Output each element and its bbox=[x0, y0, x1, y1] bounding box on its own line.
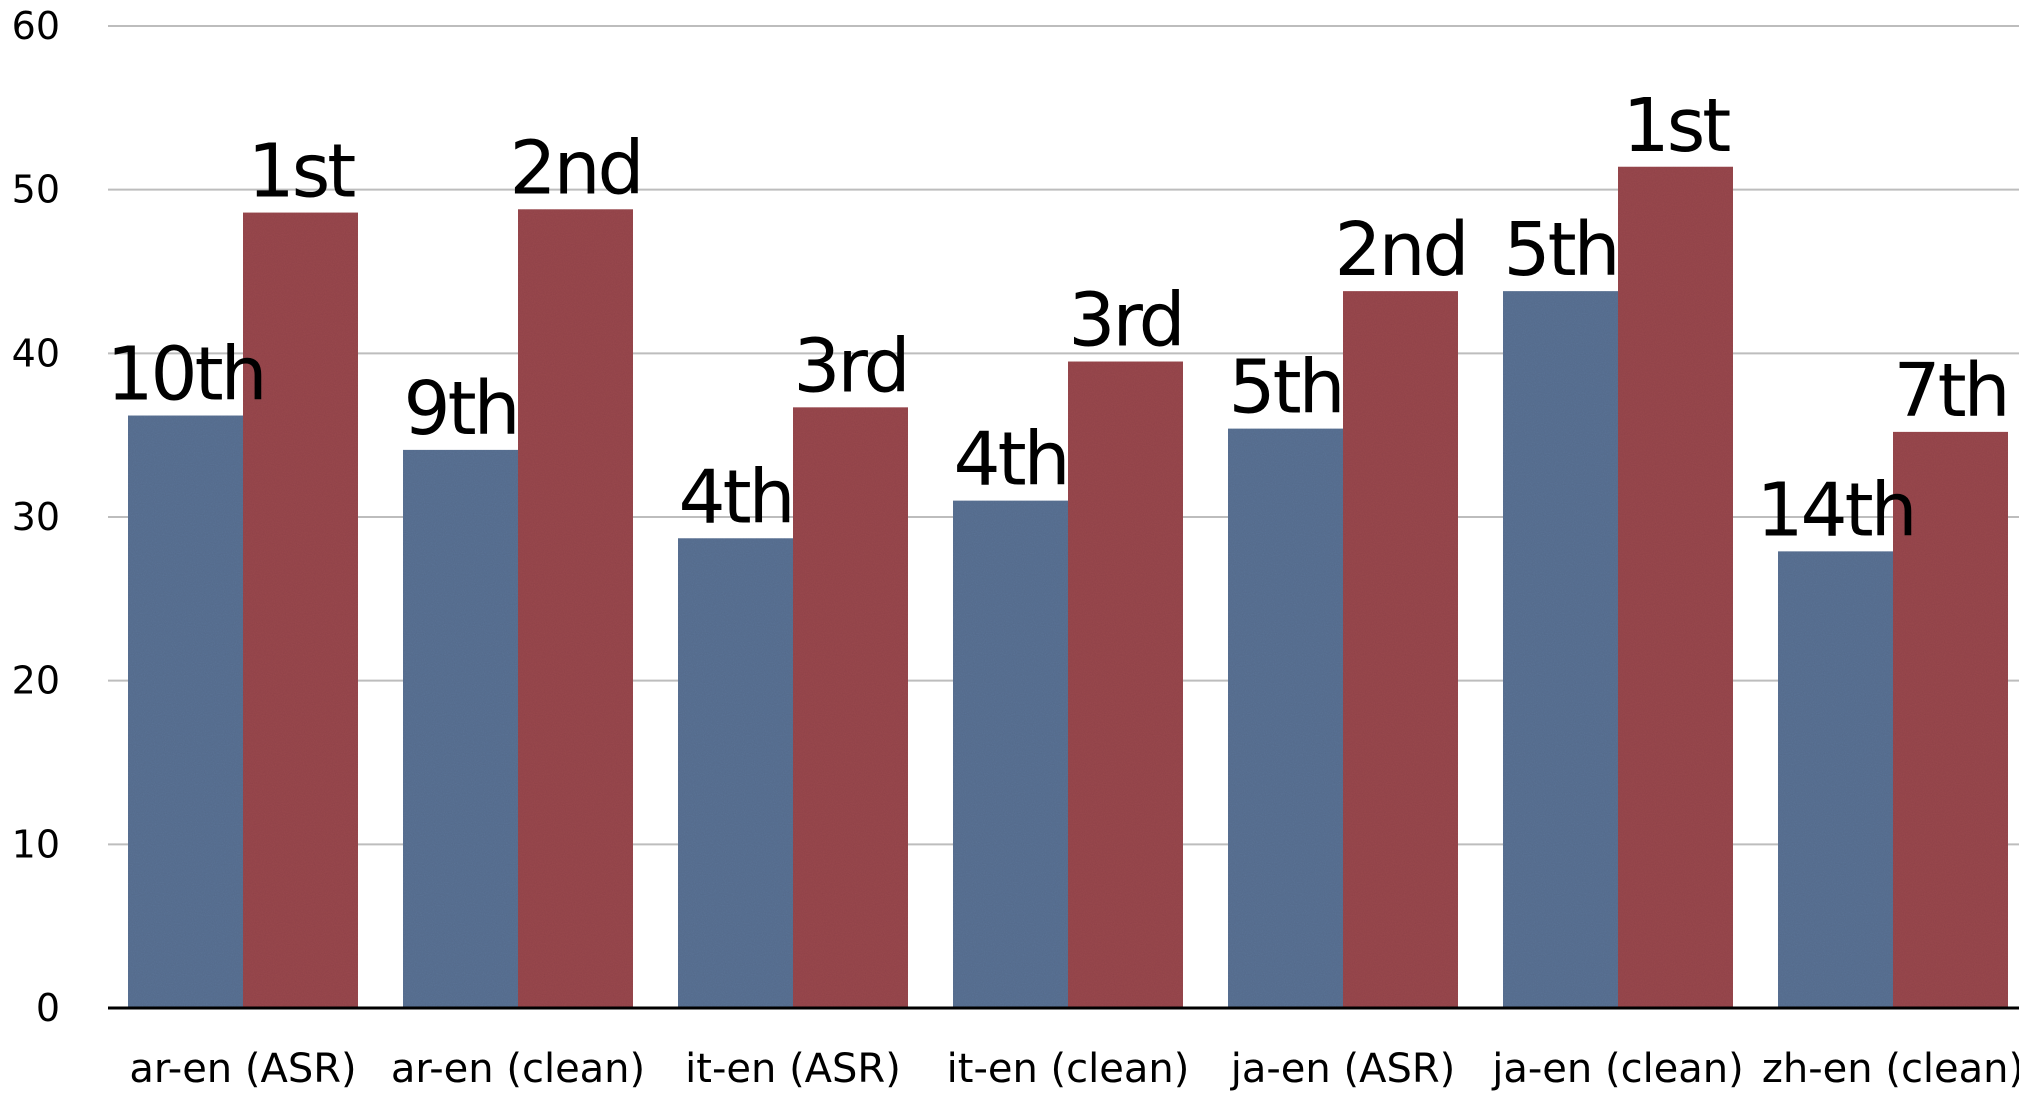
bar-series-2-ja-en-asr bbox=[1343, 291, 1458, 1008]
bar-rank-label: 2nd bbox=[1335, 207, 1467, 293]
bar-rank-label: 10th bbox=[106, 332, 264, 418]
y-tick-label: 0 bbox=[36, 986, 60, 1030]
y-tick-label: 50 bbox=[12, 168, 60, 212]
bar-series-2-ja-en-clean bbox=[1618, 166, 1733, 1009]
bar-rank-label: 1st bbox=[1623, 83, 1731, 169]
bar-series-2-it-en-clean bbox=[1068, 361, 1183, 1008]
bars bbox=[128, 166, 2008, 1009]
y-axis-ticks: 0 10 20 30 40 50 60 bbox=[12, 4, 60, 1030]
bar-rank-label: 3rd bbox=[793, 323, 907, 409]
bar-series-2-it-en-asr bbox=[793, 407, 908, 1008]
bar-rank-label: 9th bbox=[404, 366, 518, 452]
x-tick-label: ar-en (ASR) bbox=[129, 1046, 356, 1092]
y-tick-label: 10 bbox=[12, 822, 60, 866]
bar-rank-labels: 10th 9th 4th 4th 5th 5th 14th 1st 2nd 3rd 3rd 2nd 1s… bbox=[106, 83, 2010, 554]
x-tick-label: it-en (clean) bbox=[947, 1046, 1190, 1092]
bar-series-1-zh-en-clean bbox=[1778, 551, 1893, 1008]
bar-series-2-ar-en-clean bbox=[518, 209, 633, 1009]
bar-rank-label: 4th bbox=[954, 417, 1068, 503]
y-tick-label: 40 bbox=[12, 331, 60, 375]
bar-rank-label: 5th bbox=[1229, 345, 1343, 431]
x-axis-ticks: ar-en (ASR) ar-en (clean) it-en (ASR) it-en… bbox=[129, 1046, 2019, 1092]
bar-rank-label: 14th bbox=[1756, 467, 1914, 553]
bar-rank-label: 4th bbox=[679, 454, 793, 540]
bar-series-2-ar-en-asr bbox=[243, 212, 358, 1008]
bar-series-1-ar-en-asr bbox=[128, 415, 243, 1008]
x-tick-label: ar-en (clean) bbox=[391, 1046, 645, 1092]
y-tick-label: 60 bbox=[12, 4, 60, 48]
x-tick-label: ja-en (clean) bbox=[1491, 1046, 1744, 1092]
bar-series-2-zh-en-clean bbox=[1893, 431, 2008, 1009]
bar-rank-label: 7th bbox=[1894, 348, 2008, 434]
x-tick-label: zh-en (clean) bbox=[1762, 1046, 2019, 1092]
x-tick-label: ja-en (ASR) bbox=[1230, 1046, 1456, 1092]
bar-rank-label: 3rd bbox=[1068, 278, 1182, 364]
bar-series-1-it-en-asr bbox=[678, 538, 793, 1008]
y-tick-label: 20 bbox=[12, 659, 60, 703]
bar-series-1-it-en-clean bbox=[953, 500, 1068, 1008]
x-tick-label: it-en (ASR) bbox=[685, 1046, 901, 1092]
bar-series-1-ja-en-clean bbox=[1503, 291, 1618, 1008]
bar-rank-label: 2nd bbox=[510, 125, 642, 211]
bar-rank-label: 5th bbox=[1504, 207, 1618, 293]
bar-series-1-ar-en-clean bbox=[403, 449, 518, 1008]
y-tick-label: 30 bbox=[12, 495, 60, 539]
bar-rank-label: 1st bbox=[248, 129, 356, 215]
bar-series-1-ja-en-asr bbox=[1228, 428, 1343, 1008]
